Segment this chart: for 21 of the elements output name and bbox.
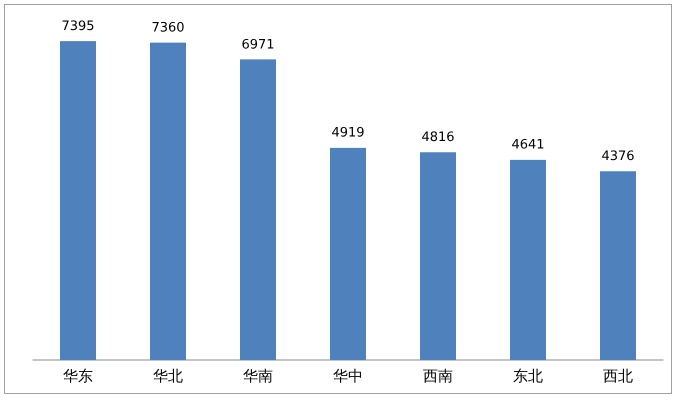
data-label: 4641: [511, 138, 545, 153]
x-tick-label: 西北: [603, 366, 633, 385]
bar: [510, 160, 546, 360]
x-tick-label: 华中: [333, 366, 363, 385]
bar: [240, 59, 276, 360]
x-tick-label: 东北: [513, 366, 543, 385]
bar: [150, 42, 186, 360]
x-tick-label: 华北: [153, 366, 183, 385]
bar: [330, 148, 366, 360]
bar: [60, 41, 96, 360]
data-label: 7395: [61, 18, 95, 34]
data-label: 4816: [421, 130, 455, 146]
x-tick-label: 西南: [423, 366, 453, 385]
bar: [600, 171, 636, 360]
data-label: 4919: [331, 126, 365, 141]
data-label: 7360: [151, 20, 185, 36]
bar: [420, 152, 456, 360]
data-label: 4376: [601, 149, 635, 164]
data-label: 6971: [241, 37, 275, 52]
x-tick-label: 华南: [243, 366, 273, 385]
x-tick-label: 华东: [63, 366, 93, 385]
